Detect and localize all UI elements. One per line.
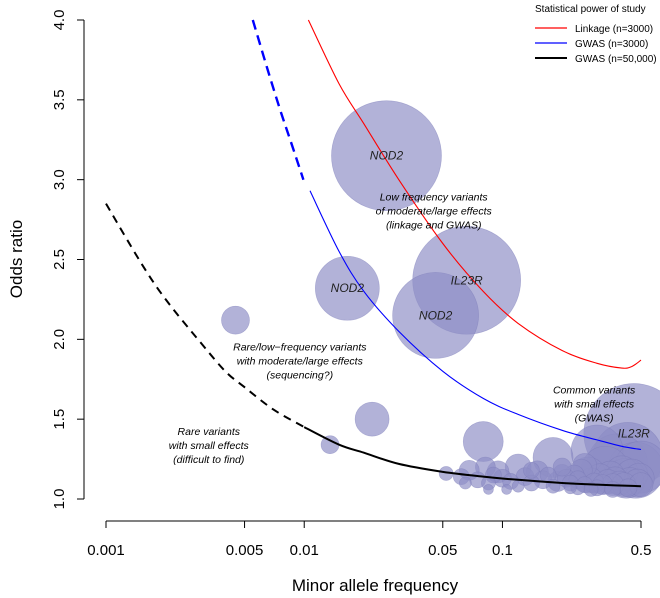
x-tick-label: 0.001: [87, 542, 125, 559]
bubble: [354, 401, 390, 437]
gwas-3000-curve-dashed: [251, 19, 305, 181]
bubble: [523, 461, 540, 479]
legend-label-linkage: Linkage (n=3000): [575, 24, 653, 35]
x-tick-label: 0.5: [631, 542, 652, 559]
bubble-nod2: [315, 255, 380, 321]
gwas-50000-curve-dashed: [105, 203, 305, 428]
bubble-nod2: [331, 100, 442, 212]
y-tick-label: 3.5: [51, 89, 68, 110]
annotation-3: Common variants with small effects (GWAS): [553, 385, 636, 425]
bubble: [552, 457, 572, 477]
y-tick-label: 3.0: [51, 169, 68, 190]
gene-label-layer: NOD2 IL23R NOD2 NOD2 IL23R: [331, 149, 650, 441]
bubble: [583, 482, 599, 497]
y-tick-label: 1.0: [51, 489, 68, 510]
gene-label-nod2: NOD2: [370, 149, 404, 163]
x-tick-label: 0.1: [492, 542, 513, 559]
bubble: [618, 478, 638, 498]
bubble: [501, 484, 512, 495]
bubble: [564, 481, 577, 495]
x-tick-label: 0.05: [428, 542, 457, 559]
gwas-3000-curve: [309, 190, 642, 451]
annotation-4: Rare variants with small effects (difficul…: [169, 426, 250, 466]
y-tick-label: 1.5: [51, 409, 68, 430]
x-tick-label: 0.005: [226, 542, 264, 559]
annotation-layer: Low frequency variants of moderate/large …: [169, 191, 636, 466]
legend-label-gwas-3000: GWAS (n=3000): [575, 39, 648, 50]
y-tick-label: 4.0: [51, 10, 68, 31]
gene-label-nod2: NOD2: [419, 308, 453, 322]
gene-label-il23r: IL23R: [618, 427, 650, 441]
x-tick-label: 0.01: [290, 542, 319, 559]
x-axis-title: Minor allele frequency: [292, 576, 459, 595]
bubble: [604, 481, 622, 498]
bubble-layer: [221, 100, 660, 499]
bubble: [483, 484, 494, 495]
bubble: [462, 421, 504, 462]
bubble: [511, 479, 525, 493]
annotation-2: Rare/low−frequency variants with moderate…: [233, 342, 367, 382]
axes: 1.0 1.5 2.0 2.5 3.0 3.5 4.0 0.001 0.005 0.01 0.05 0…: [51, 10, 651, 559]
bubble-nod2: [392, 272, 479, 359]
y-axis-title: Odds ratio: [7, 220, 26, 298]
curve-layer: [105, 19, 642, 488]
bubble: [221, 305, 250, 335]
linkage-3000-curve: [307, 19, 642, 369]
bubble: [459, 476, 472, 490]
legend: Statistical power of study Linkage (n=30…: [535, 4, 657, 65]
gene-label-il23r: IL23R: [451, 273, 483, 287]
legend-label-gwas-50000: GWAS (n=50,000): [575, 54, 657, 65]
legend-title: Statistical power of study: [535, 4, 646, 15]
gene-label-nod2: NOD2: [331, 281, 365, 295]
gwas-50000-curve: [303, 426, 642, 488]
y-tick-label: 2.0: [51, 329, 68, 350]
y-tick-label: 2.5: [51, 249, 68, 270]
annotation-1: Low frequency variants of moderate/large …: [376, 191, 493, 231]
